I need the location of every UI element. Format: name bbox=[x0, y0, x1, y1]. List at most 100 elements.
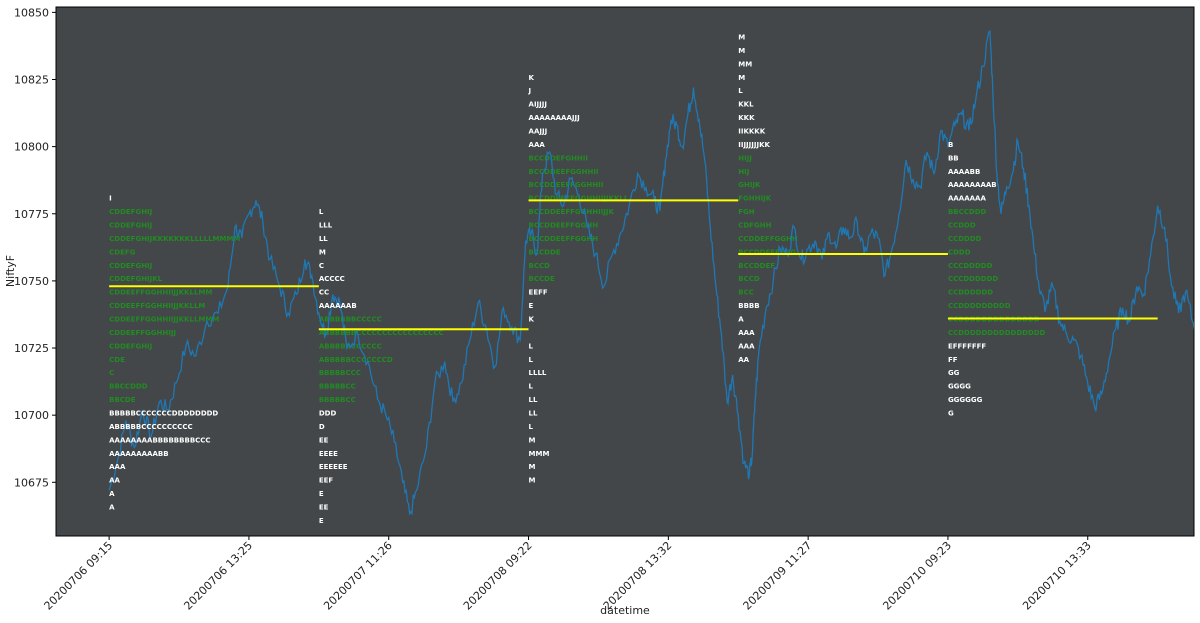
tpo-row-2-22: L bbox=[529, 383, 534, 391]
tpo-row-1-19: EEEEEE bbox=[319, 463, 348, 471]
y-axis: 10675 10700 10725 10750 10775 10800 10825 10850 bbox=[14, 6, 56, 489]
tpo-row-0-23: A bbox=[109, 503, 115, 511]
tpo-row-1-15: DDD bbox=[319, 409, 337, 417]
tpo-row-4-18: GGGG bbox=[948, 383, 971, 391]
tpo-row-4-11: CCDDDDDD bbox=[948, 289, 993, 297]
tpo-row-0-6: CDDEFGHIJKL bbox=[109, 275, 163, 283]
tpo-row-4-20: G bbox=[948, 409, 954, 417]
tpo-row-0-13: C bbox=[109, 369, 114, 377]
tpo-row-1-3: M bbox=[319, 248, 326, 256]
tpo-row-1-14: BBBBBCC bbox=[319, 396, 356, 404]
x-tick-label-1: 20200706 13:25 bbox=[181, 539, 255, 613]
tpo-row-1-16: D bbox=[319, 423, 325, 431]
tpo-row-3-11: GHIJK bbox=[738, 181, 761, 189]
tpo-row-1-17: EE bbox=[319, 436, 329, 444]
price-series-line-0 bbox=[108, 29, 1194, 516]
tpo-row-3-19: BCC bbox=[738, 289, 754, 297]
y-tick-label-3: 10750 bbox=[14, 275, 49, 288]
tpo-row-3-14: CDFGHH bbox=[738, 222, 771, 230]
tpo-row-0-17: ABBBBBCCCCCCCCCC bbox=[109, 423, 192, 431]
tpo-row-1-5: ACCCC bbox=[319, 275, 345, 283]
tpo-row-4-6: CCDDD bbox=[948, 222, 976, 230]
tpo-row-3-2: MM bbox=[738, 60, 752, 68]
tpo-row-2-3: AAAAAAAAJJJ bbox=[529, 114, 580, 122]
tpo-row-4-1: BB bbox=[948, 154, 959, 162]
y-tick-label-6: 10825 bbox=[14, 74, 49, 87]
tpo-row-2-2: AIJJJJ bbox=[529, 101, 547, 109]
x-tick-label-5: 20200709 11:27 bbox=[741, 539, 815, 613]
tpo-row-3-7: IIKKKK bbox=[738, 128, 765, 136]
y-tick-label-5: 10800 bbox=[14, 141, 49, 154]
tpo-row-3-1: M bbox=[738, 47, 745, 55]
tpo-row-2-0: K bbox=[529, 74, 535, 82]
tpo-row-0-8: CDDEEFFGGHHIIJJKKLLM bbox=[109, 302, 205, 310]
tpo-row-0-14: BBCCDDD bbox=[109, 383, 148, 391]
tpo-row-0-4: CDEFG bbox=[109, 248, 136, 256]
tpo-row-3-18: BCCD bbox=[738, 275, 760, 283]
tpo-row-2-16: EEFF bbox=[529, 289, 548, 297]
tpo-row-1-12: BBBBBCCC bbox=[319, 369, 361, 377]
tpo-row-4-17: GG bbox=[948, 369, 960, 377]
tpo-row-3-3: M bbox=[738, 74, 745, 82]
tpo-row-2-14: BCCD bbox=[529, 262, 551, 270]
tpo-row-0-19: AAAAAAAAABB bbox=[109, 450, 168, 458]
value-area-letters: CDDEFGHIJ CDDEFGHIJ CDDEFGHIJKKKKKKKLLLLLM… bbox=[109, 154, 1045, 404]
tpo-row-0-12: CDE bbox=[109, 356, 125, 364]
tpo-row-1-7: AAAAAAB bbox=[319, 302, 357, 310]
y-tick-label-2: 10725 bbox=[14, 342, 49, 355]
plot-area bbox=[55, 6, 1195, 537]
tpo-row-4-9: CCCDDDDD bbox=[948, 262, 993, 270]
tpo-row-2-6: BCCDDEFGHHII bbox=[529, 154, 588, 162]
tpo-row-0-1: CDDEFGHIJ bbox=[109, 208, 152, 216]
tpo-row-2-12: BCCDDEEFFGGHH bbox=[529, 235, 599, 243]
tpo-row-0-9: CDDEEFFGGHHIIJJKKLLMMM bbox=[109, 315, 219, 323]
x-tick-label-0: 20200706 09:15 bbox=[42, 539, 116, 613]
tpo-row-0-22: A bbox=[109, 490, 115, 498]
tpo-row-3-20: BBBB bbox=[738, 302, 759, 310]
tpo-row-2-27: MMM bbox=[529, 450, 550, 458]
tpo-row-3-23: AAA bbox=[738, 342, 755, 350]
x-tick-label-7: 20200710 13:33 bbox=[1020, 539, 1094, 613]
tpo-row-2-17: E bbox=[529, 302, 534, 310]
tpo-row-2-25: L bbox=[529, 423, 534, 431]
tpo-row-3-17: BCCDDEF bbox=[738, 262, 775, 270]
tpo-row-2-24: LL bbox=[529, 409, 538, 417]
y-tick-label-0: 10675 bbox=[14, 476, 49, 489]
tpo-row-1-8: ABBBBBBCCCCC bbox=[319, 315, 382, 323]
tpo-row-2-4: AAJJJ bbox=[529, 128, 548, 136]
tpo-row-2-26: M bbox=[529, 436, 536, 444]
tpo-row-2-21: LLLL bbox=[529, 369, 547, 377]
tpo-row-0-3: CDDEFGHIJKKKKKKKLLLLLMMMM bbox=[109, 235, 240, 243]
tpo-row-2-23: LL bbox=[529, 396, 538, 404]
tpo-row-2-8: BCCDDEEFFGGHHII bbox=[529, 181, 604, 189]
tpo-row-1-2: LL bbox=[319, 235, 328, 243]
tpo-row-4-2: AAAABB bbox=[948, 168, 980, 176]
y-tick-label-7: 10850 bbox=[14, 6, 49, 19]
y-axis-label: NiftyF bbox=[4, 255, 17, 287]
tpo-row-2-1: J bbox=[528, 87, 532, 95]
tpo-row-3-0: M bbox=[738, 34, 745, 42]
tpo-row-1-6: CC bbox=[319, 289, 329, 297]
tpo-row-2-20: L bbox=[529, 356, 534, 364]
tpo-row-4-19: GGGGGG bbox=[948, 396, 983, 404]
x-tick-label-6: 20200710 09:23 bbox=[880, 539, 954, 613]
tpo-row-2-19: L bbox=[529, 342, 534, 350]
tpo-row-3-15: CCDDEFFGGHH bbox=[738, 235, 798, 243]
y-tick-label-4: 10775 bbox=[14, 208, 49, 221]
tpo-row-4-4: AAAAAAA bbox=[948, 195, 987, 203]
tpo-row-1-23: E bbox=[319, 517, 324, 525]
tpo-row-3-21: A bbox=[738, 315, 744, 323]
tpo-row-1-20: EEF bbox=[319, 477, 334, 485]
tpo-row-4-12: CCDDDDDDDDD bbox=[948, 302, 1011, 310]
tpo-row-1-22: EE bbox=[319, 503, 329, 511]
tpo-row-4-16: FF bbox=[948, 356, 958, 364]
tpo-row-2-13: BCCDDE bbox=[529, 248, 561, 256]
tpo-row-3-10: HIJ bbox=[738, 168, 749, 176]
tpo-letters: IBBBBBCCCCCCCDDDDDDDDABBBBBCCCCCCCCCCAAA… bbox=[109, 34, 997, 525]
tpo-row-3-6: KKK bbox=[738, 114, 755, 122]
tpo-row-0-10: CDDEEFFGGHHIJJ bbox=[109, 329, 176, 337]
tpo-row-2-28: M bbox=[529, 463, 536, 471]
tpo-row-3-12: FGHHIJK bbox=[738, 195, 771, 203]
tpo-row-1-11: ABBBBBCCCCCCCD bbox=[319, 356, 393, 364]
